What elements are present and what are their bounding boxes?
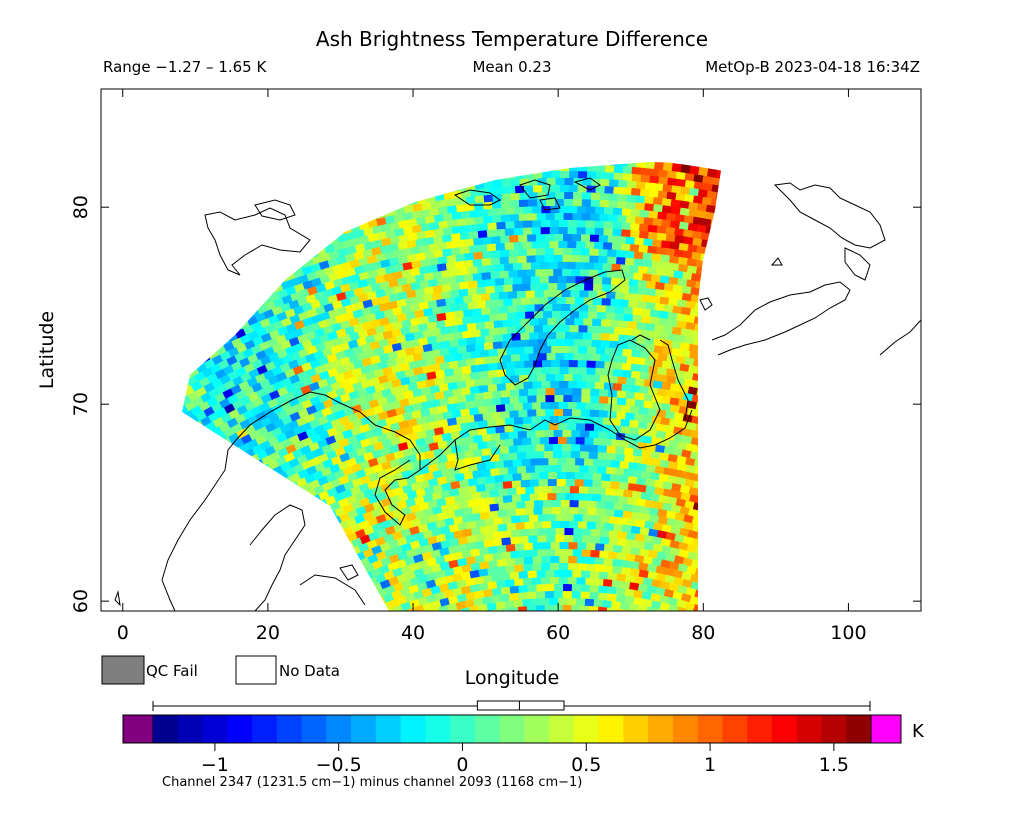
y-axis-label: Latitude [36, 311, 58, 389]
colorbar-underflow [122, 714, 154, 744]
colorbar-step [722, 715, 748, 743]
no-data-label: No Data [279, 662, 340, 680]
colorbar-step [821, 715, 847, 743]
colorbar-step [400, 715, 426, 743]
y-tick-label: 80 [70, 195, 92, 219]
colorbar-caption: Channel 2347 (1231.5 cm−1) minus channel… [162, 775, 582, 790]
colorbar-step [153, 715, 179, 743]
colorbar-step [351, 715, 377, 743]
chart-title: Ash Brightness Temperature Difference [316, 27, 708, 51]
mean-text: Mean 0.23 [472, 58, 551, 76]
range-box [476, 700, 565, 711]
no-data-swatch [235, 655, 277, 685]
colorbar-tick-label: 1.5 [819, 754, 849, 776]
colorbar-step [672, 715, 699, 743]
x-tick-label: 0 [117, 622, 129, 644]
colorbar-tick-label: 0 [456, 754, 468, 776]
coastlines [114, 177, 921, 611]
colorbar-step [227, 715, 253, 743]
colorbar-step [524, 715, 550, 743]
colorbar-step [276, 715, 303, 743]
qc-fail-swatch [101, 655, 145, 685]
x-tick-label: 40 [401, 622, 425, 644]
colorbar-unit: K [912, 721, 925, 742]
colorbar-step [648, 715, 674, 743]
colorbar-step [549, 715, 575, 743]
colorbar-tick-label: 0.5 [571, 754, 601, 776]
colorbar-step [326, 715, 352, 743]
colorbar-tick-label: 1 [704, 754, 716, 776]
colorbar-tick-label: −0.5 [316, 754, 362, 776]
colorbar-tick-label: −1 [201, 754, 229, 776]
y-tick-label: 60 [70, 589, 92, 613]
colorbar-overflow [870, 714, 902, 744]
range-text: Range −1.27 – 1.65 K [103, 58, 267, 76]
colorbar-step [771, 715, 798, 743]
colorbar-step [598, 715, 624, 743]
colorbar-step [796, 715, 822, 743]
colorbar-step [846, 715, 872, 743]
colorbar-step [177, 715, 204, 743]
colorbar-step [623, 715, 649, 743]
colorbar-step [499, 715, 525, 743]
colorbar: −1 −0.5 0 0.5 1 1.5 K [122, 700, 925, 776]
y-tick-label: 70 [70, 392, 92, 416]
colorbar-step [573, 715, 600, 743]
colorbar-step [697, 715, 723, 743]
x-tick-label: 20 [256, 622, 280, 644]
x-tick-label: 100 [830, 622, 866, 644]
x-tick-label: 80 [691, 622, 715, 644]
colorbar-step [375, 715, 402, 743]
colorbar-step [301, 715, 327, 743]
satellite-time-text: MetOp-B 2023-04-18 16:34Z [705, 58, 920, 76]
qc-fail-label: QC Fail [146, 662, 198, 680]
colorbar-step [252, 715, 278, 743]
x-axis-label: Longitude [465, 667, 560, 689]
colorbar-step [202, 715, 228, 743]
plot-area [100, 88, 922, 612]
colorbar-step [474, 715, 501, 743]
x-tick-label: 60 [546, 622, 570, 644]
colorbar-step [747, 715, 773, 743]
colorbar-step [425, 715, 451, 743]
y-axis: 60 70 80 [70, 195, 921, 613]
colorbar-step [450, 715, 476, 743]
x-axis: 0 20 40 60 80 100 [117, 89, 867, 644]
